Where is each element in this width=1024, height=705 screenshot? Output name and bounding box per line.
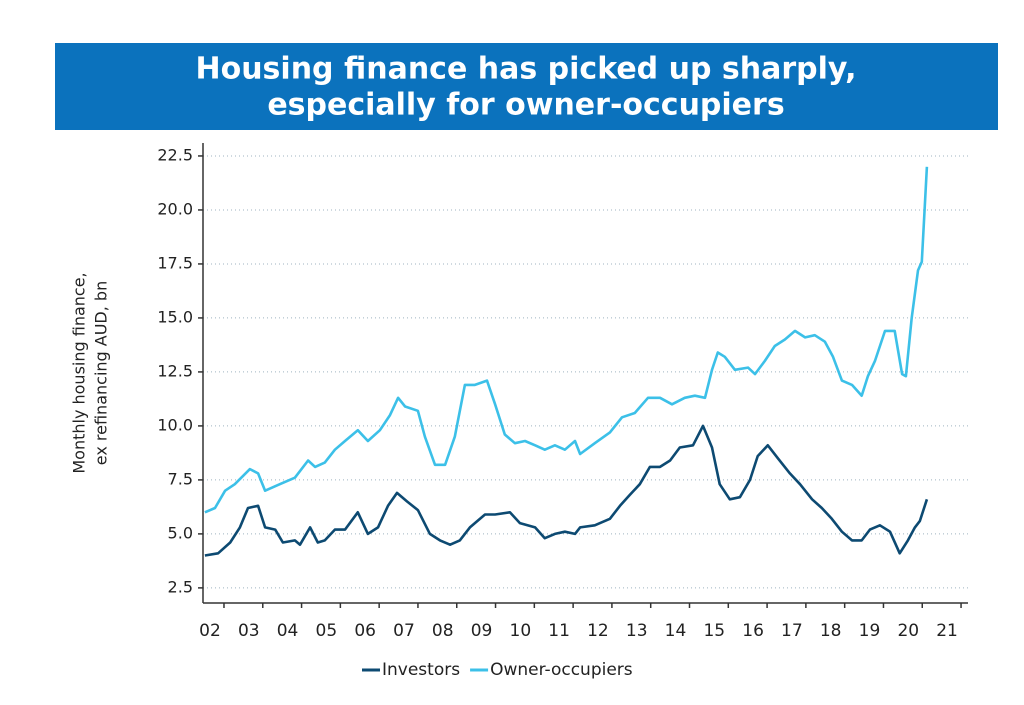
x-tick-label: 02	[199, 621, 221, 641]
x-tick-label: 07	[393, 621, 415, 641]
x-tick-label: 13	[626, 621, 648, 641]
x-tick-label: 21	[936, 621, 958, 641]
y-tick-label: 15.0	[157, 307, 193, 326]
x-tick-label: 17	[781, 621, 803, 641]
x-tick-label: 05	[316, 621, 338, 641]
x-tick-label: 16	[742, 621, 764, 641]
y-tick-label: 2.5	[168, 577, 193, 596]
y-tick-label: 17.5	[157, 253, 193, 272]
x-tick-label: 18	[820, 621, 842, 641]
x-tick-label: 19	[859, 621, 881, 641]
x-tick-label: 15	[703, 621, 725, 641]
title-banner	[55, 43, 998, 130]
y-tick-label: 20.0	[157, 199, 193, 218]
y-tick-label: 12.5	[157, 361, 193, 380]
y-tick-label: 7.5	[168, 469, 193, 488]
line-series	[204, 166, 929, 514]
x-tick-label: 20	[897, 621, 919, 641]
legend-label: Investors	[382, 660, 460, 680]
y-tick-label: 10.0	[157, 415, 193, 434]
y-axis-label: Monthly housing finance,	[70, 272, 89, 473]
y-tick-label: 5.0	[168, 523, 193, 542]
chart-title: Housing finance has picked up sharply,	[195, 52, 856, 87]
y-axis-label: ex refinancing AUD, bn	[92, 281, 111, 465]
x-tick-label: 11	[548, 621, 570, 641]
x-tick-label: 14	[665, 621, 687, 641]
y-axis-title: Monthly housing finance, ex refinancing …	[70, 272, 111, 473]
legend-label: Owner-occupiers	[490, 660, 633, 680]
chart-title: especially for owner-occupiers	[267, 88, 784, 123]
line-series	[204, 424, 929, 557]
x-tick-label: 09	[471, 621, 493, 641]
x-tick-label: 06	[354, 621, 376, 641]
x-tick-label: 04	[277, 621, 299, 641]
y-tick-label: 22.5	[157, 145, 193, 164]
x-tick-label: 03	[238, 621, 260, 641]
x-tick-label: 12	[587, 621, 609, 641]
x-tick-label: 10	[510, 621, 532, 641]
x-tick-label: 08	[432, 621, 454, 641]
